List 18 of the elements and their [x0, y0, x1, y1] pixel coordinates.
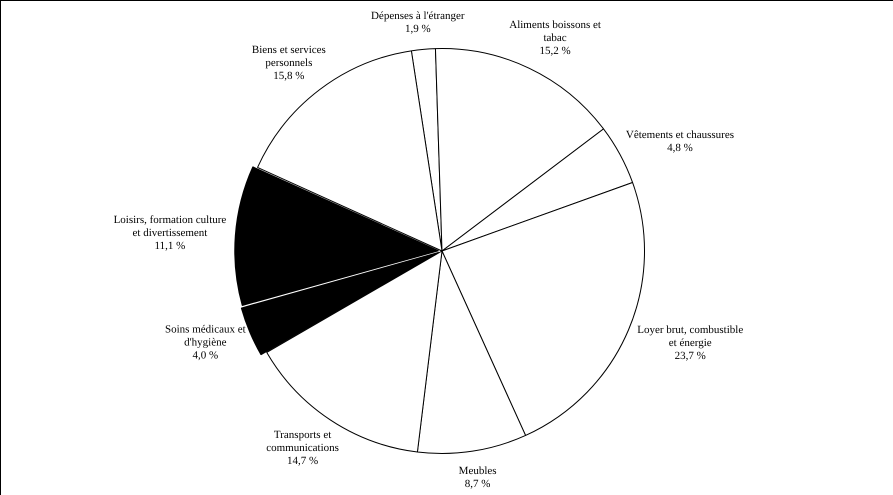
data-label: 14,7 %	[286, 454, 318, 467]
slice-label: Vêtements et chaussures	[626, 129, 734, 142]
data-label: 15,8 %	[273, 70, 304, 82]
data-label: 1,9 %	[404, 22, 431, 35]
slice-label: Aliments boissons et tabac	[509, 18, 601, 44]
slice-label: Meubles	[458, 465, 497, 478]
slice-label: Transports et communications	[266, 428, 339, 454]
data-label: 4,0 %	[192, 350, 218, 362]
slice-label: Loisirs, formation culture et divertissement	[114, 214, 226, 239]
slice-label: Biens et services personnels	[252, 44, 326, 69]
slice-label: Soins médicaux et d'hygiène	[164, 324, 246, 349]
data-label: 8,7 %	[464, 478, 490, 490]
data-label: 4,8 %	[667, 142, 693, 154]
data-label: 11,1 %	[154, 240, 186, 252]
data-label: 23,7 %	[674, 350, 706, 362]
slice-label: Dépenses à l'étranger	[370, 10, 465, 22]
slice-label: Loyer brut, combustible et énergie	[637, 324, 744, 349]
data-label: 15,2 %	[539, 44, 571, 57]
